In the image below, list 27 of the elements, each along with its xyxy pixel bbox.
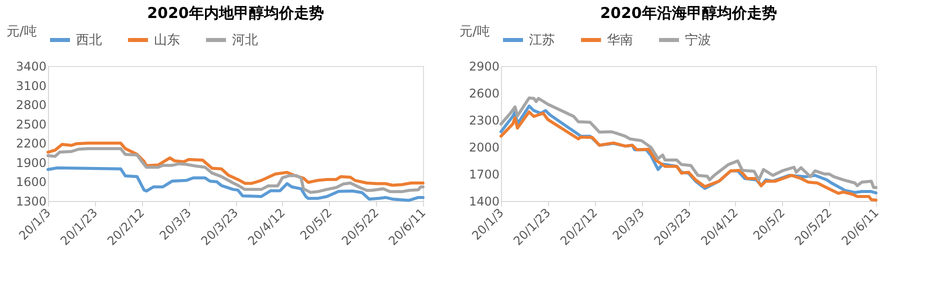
chart-title: 2020年沿海甲醇均价走势 [600,4,777,22]
y-axis-title: 元/吨 [6,24,37,40]
legend-label: 河北 [232,33,258,48]
y-tick-label: 2200 [16,136,46,151]
line-series [46,166,424,202]
y-tick-label: 2300 [468,114,500,128]
y-tick-label: 2800 [16,98,46,112]
y-tick-label: 2500 [16,117,46,132]
y-tick-label: 3100 [16,78,46,93]
y-tick-label: 1900 [16,156,46,170]
y-tick-label: 2900 [468,60,500,74]
y-tick-label: 1300 [16,194,46,208]
y-tick-label: 2600 [468,86,500,100]
legend-label: 宁波 [685,32,711,48]
y-tick-label: 1700 [468,168,500,182]
y-axis-title: 元/吨 [460,24,490,40]
y-tick-label: 2000 [468,140,500,154]
chart-title: 2020年内地甲醇均价走势 [147,4,324,22]
legend-label: 华南 [607,33,633,48]
line-series [46,142,424,187]
y-tick-label: 1600 [16,175,46,190]
legend-label: 江苏 [529,33,555,48]
legend-label: 山东 [154,33,180,48]
legend-label: 西北 [76,33,102,48]
y-tick-label: 1400 [468,194,500,208]
y-tick-label: 3400 [16,60,46,74]
line-series [46,147,424,194]
